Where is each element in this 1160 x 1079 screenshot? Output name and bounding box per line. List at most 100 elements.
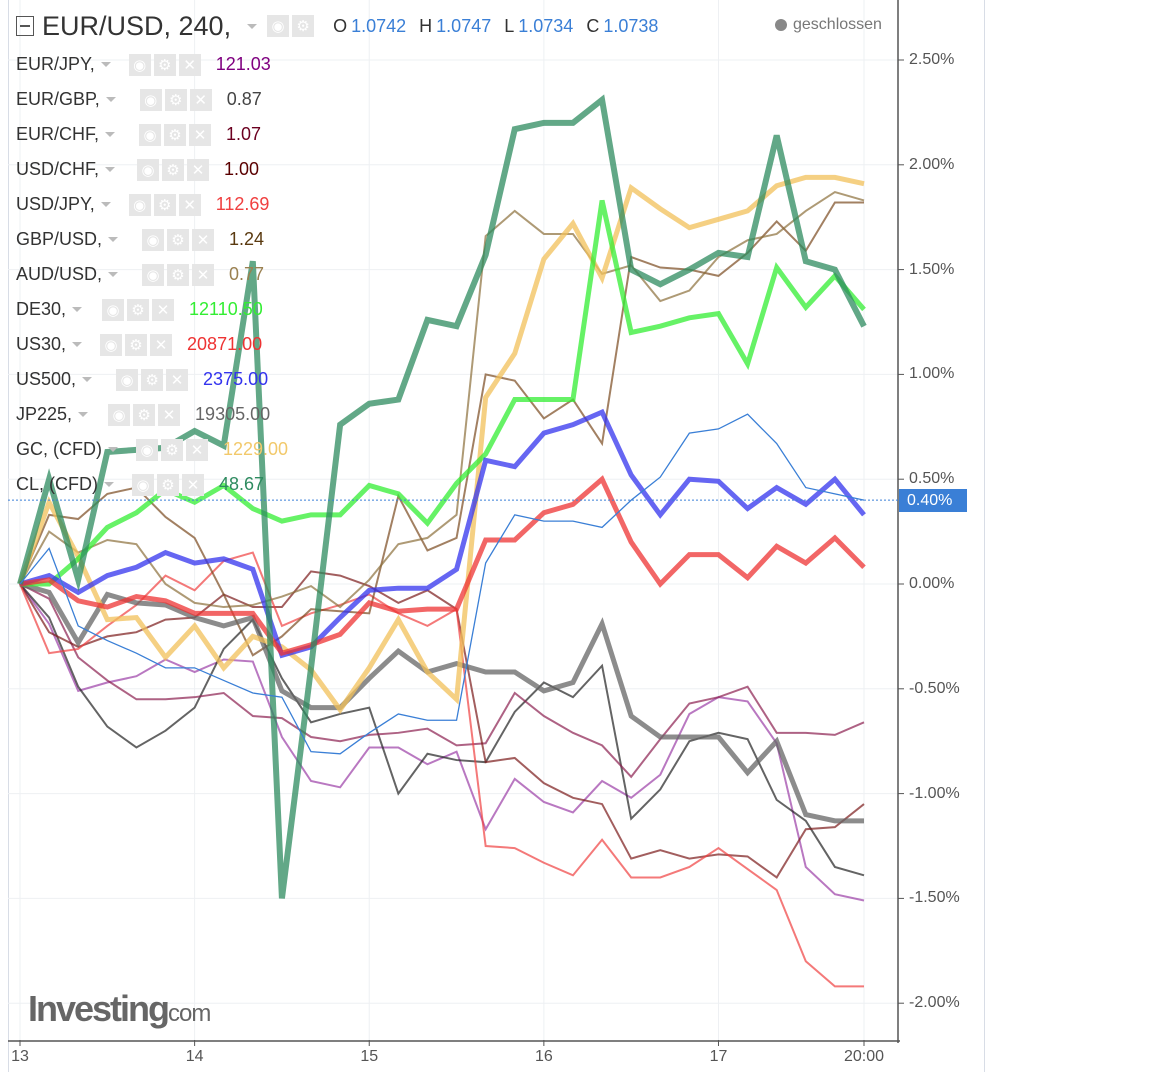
series-name[interactable]: GC, (CFD) [16, 439, 102, 459]
gear-icon[interactable]: ⚙ [127, 298, 150, 321]
gear-icon[interactable]: ⚙ [153, 53, 176, 76]
eye-icon[interactable]: ◉ [128, 53, 151, 76]
series-name[interactable]: EUR/CHF, [16, 124, 100, 144]
y-tick-label: 1.00% [909, 365, 955, 383]
close-icon[interactable]: ✕ [187, 158, 210, 181]
series-name[interactable]: JP225, [16, 404, 73, 424]
dropdown-arrow-icon[interactable] [72, 307, 83, 312]
gear-icon[interactable]: ⚙ [157, 473, 179, 496]
series-last-value: 1.24 [229, 229, 265, 249]
y-tick-label: 2.00% [909, 155, 955, 173]
legend-row: US30, ◉ ⚙ ✕ 20871.00 [16, 327, 288, 362]
series-name[interactable]: US500, [16, 369, 77, 389]
main-series-header: EUR/USD, 240, ◉ ⚙ O 1.0742 H 1.0747 L 1.073… [16, 10, 664, 42]
eye-icon[interactable]: ◉ [139, 123, 162, 146]
legend-row: EUR/GBP, ◉ ⚙ ✕ 0.87 [16, 82, 288, 117]
gear-icon[interactable]: ⚙ [162, 158, 185, 181]
dropdown-arrow-icon[interactable] [78, 412, 89, 417]
eye-icon[interactable]: ◉ [102, 298, 125, 321]
x-tick-label: 14 [185, 1048, 204, 1065]
gear-icon[interactable]: ⚙ [141, 368, 164, 391]
close-icon[interactable]: ✕ [178, 193, 201, 216]
series-name[interactable]: EUR/GBP, [16, 89, 100, 109]
close-icon[interactable]: ✕ [185, 438, 208, 461]
dropdown-arrow-icon[interactable] [107, 447, 118, 452]
series-line-eur-gbp [19, 583, 865, 877]
close-icon[interactable]: ✕ [192, 263, 215, 286]
eye-icon[interactable]: ◉ [142, 263, 165, 286]
dropdown-arrow-icon[interactable] [104, 482, 114, 487]
series-name[interactable]: EUR/JPY, [16, 54, 95, 74]
series-name[interactable]: USD/JPY, [16, 194, 95, 214]
legend-row: AUD/USD, ◉ ⚙ ✕ 0.77 [16, 257, 288, 292]
dropdown-arrow-icon[interactable] [100, 62, 111, 67]
eye-icon[interactable]: ◉ [132, 473, 154, 496]
high-value: 1.0747 [436, 15, 492, 36]
series-name[interactable]: GBP/USD, [16, 229, 103, 249]
eye-icon[interactable]: ◉ [108, 403, 131, 426]
close-icon[interactable]: ✕ [158, 403, 181, 426]
y-tick-label: 1.50% [909, 260, 955, 278]
gear-icon[interactable]: ⚙ [164, 123, 187, 146]
series-name[interactable]: US30, [16, 334, 67, 354]
close-icon[interactable]: ✕ [150, 333, 173, 356]
series-line-usd-chf [19, 570, 865, 879]
symbol-title[interactable]: EUR/USD, 240, [42, 10, 232, 41]
legend-row: GBP/USD, ◉ ⚙ ✕ 1.24 [16, 222, 288, 257]
close-icon[interactable]: ✕ [178, 53, 201, 76]
series-name[interactable]: USD/CHF, [16, 159, 100, 179]
chart-frame [8, 0, 985, 1072]
dropdown-arrow-icon[interactable] [105, 97, 116, 102]
gear-icon[interactable]: ⚙ [167, 228, 190, 251]
series-name[interactable]: AUD/USD, [16, 264, 103, 284]
close-icon[interactable]: ✕ [192, 228, 215, 251]
gear-icon[interactable]: ⚙ [153, 193, 176, 216]
series-last-value: 0.77 [229, 264, 265, 284]
close-value: 1.0738 [603, 15, 659, 36]
market-status: geschlossen [775, 16, 882, 34]
gear-icon[interactable]: ⚙ [133, 403, 156, 426]
eye-icon[interactable]: ◉ [128, 193, 151, 216]
y-tick-label: 0.50% [909, 470, 955, 488]
eye-icon[interactable]: ◉ [135, 438, 158, 461]
dropdown-arrow-icon[interactable] [247, 23, 258, 29]
dropdown-arrow-icon[interactable] [72, 342, 83, 347]
y-tick-label: 0.00% [909, 575, 955, 592]
close-icon[interactable]: ✕ [189, 123, 212, 146]
series-last-value: 121.03 [215, 54, 271, 74]
eye-icon[interactable]: ◉ [100, 333, 123, 356]
close-icon[interactable]: ✕ [189, 88, 212, 111]
series-name[interactable]: DE30, [16, 299, 67, 319]
dropdown-arrow-icon[interactable] [105, 167, 116, 172]
dropdown-arrow-icon[interactable] [82, 377, 93, 382]
series-name[interactable]: CL, (CFD) [16, 474, 98, 494]
eye-icon[interactable]: ◉ [142, 228, 165, 251]
gear-icon[interactable]: ⚙ [167, 263, 190, 286]
gear-icon[interactable]: ⚙ [292, 15, 315, 37]
series-last-value: 1.00 [224, 159, 260, 179]
close-icon[interactable]: ✕ [182, 473, 204, 496]
eye-icon[interactable]: ◉ [267, 15, 290, 37]
dropdown-arrow-icon[interactable] [108, 237, 119, 242]
series-line-gc-cfd [17, 174, 865, 715]
series-last-value: 2375.00 [203, 369, 269, 389]
low-value: 1.0734 [518, 15, 574, 36]
dropdown-arrow-icon[interactable] [105, 132, 116, 137]
eye-icon[interactable]: ◉ [116, 368, 139, 391]
eye-icon[interactable]: ◉ [139, 88, 162, 111]
close-icon[interactable]: ✕ [166, 368, 189, 391]
gear-icon[interactable]: ⚙ [164, 88, 187, 111]
gear-icon[interactable]: ⚙ [160, 438, 183, 461]
eye-icon[interactable]: ◉ [137, 158, 160, 181]
dropdown-arrow-icon[interactable] [100, 202, 111, 207]
dropdown-arrow-icon[interactable] [108, 272, 119, 277]
gear-icon[interactable]: ⚙ [125, 333, 148, 356]
collapse-legend-icon[interactable] [16, 16, 34, 36]
series-line-eur-chf [19, 583, 865, 779]
x-tick-label: 13 [11, 1048, 29, 1065]
legend-row: EUR/JPY, ◉ ⚙ ✕ 121.03 [16, 47, 288, 82]
legend: EUR/JPY, ◉ ⚙ ✕ 121.03 EUR/GBP, ◉ ⚙ ✕ 0.87 EUR/… [16, 47, 288, 502]
close-icon[interactable]: ✕ [152, 298, 175, 321]
legend-row: EUR/CHF, ◉ ⚙ ✕ 1.07 [16, 117, 288, 152]
y-tick-label: -1.00% [909, 784, 960, 802]
